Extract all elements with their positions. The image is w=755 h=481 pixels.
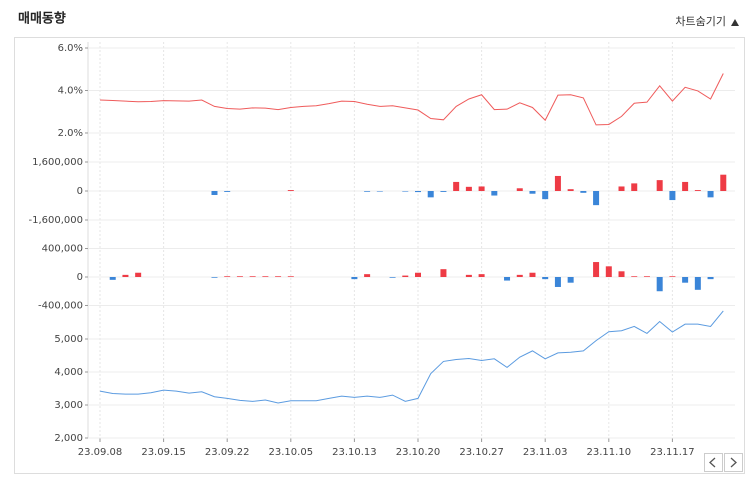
bar (287, 190, 294, 191)
bar (262, 276, 269, 277)
bar (122, 274, 129, 277)
x-tick-label: 23.09.08 (78, 447, 123, 458)
bar (656, 180, 663, 191)
bar (554, 175, 561, 191)
bar (694, 277, 701, 290)
bar (656, 277, 663, 292)
bar (643, 276, 650, 277)
bar (669, 276, 676, 277)
bar (211, 191, 218, 195)
bar (364, 274, 371, 277)
bar (415, 272, 421, 277)
toggle-label[interactable]: 차트숨기기 (675, 15, 726, 28)
bar (109, 277, 116, 280)
bar (618, 186, 625, 191)
bar (287, 276, 294, 277)
bar (567, 277, 574, 283)
bar (542, 277, 549, 280)
bar (707, 277, 714, 280)
bar (224, 276, 231, 277)
bar (631, 276, 638, 277)
y-tick-label: 1,600,000 (32, 157, 83, 168)
line (99, 73, 724, 126)
bar (504, 277, 511, 281)
prev-box[interactable] (704, 453, 723, 472)
bar (351, 277, 358, 280)
bar (516, 188, 523, 191)
bar (453, 181, 460, 191)
bar (376, 191, 383, 192)
y-tick-label: -1,600,000 (28, 215, 83, 226)
y-tick-label: 3,000 (54, 400, 83, 411)
bar (580, 191, 587, 193)
bar (593, 262, 600, 277)
x-tick-label: 23.09.15 (141, 447, 186, 458)
bar (364, 191, 371, 192)
bar (542, 191, 549, 200)
bar (682, 181, 689, 191)
bar (618, 271, 625, 277)
x-tick-label: 23.11.03 (523, 447, 568, 458)
bar (402, 275, 409, 277)
x-tick-label: 23.10.27 (459, 447, 504, 458)
y-tick-label: 4.0% (58, 85, 83, 96)
bar (440, 269, 447, 277)
x-tick-label: 23.11.10 (587, 447, 632, 458)
y-tick-label: 0 (77, 272, 83, 283)
bar (720, 174, 727, 191)
bar (631, 183, 638, 191)
x-tick-label: 23.11.17 (650, 447, 695, 458)
next-box[interactable] (724, 453, 743, 472)
bar (389, 277, 396, 278)
bar (135, 272, 142, 277)
bar (567, 189, 574, 191)
y-tick-label: -400,000 (38, 300, 83, 311)
prev-icon[interactable] (709, 457, 716, 468)
y-tick-label: 5,000 (54, 334, 83, 345)
bar (478, 274, 485, 277)
bar (669, 191, 676, 201)
chart-frame (14, 37, 745, 474)
bar (224, 191, 231, 192)
bar (516, 274, 523, 277)
y-tick-label: 6.0% (58, 43, 83, 54)
bar (249, 276, 256, 277)
toggle-arrow[interactable] (731, 19, 739, 26)
bar (593, 191, 600, 206)
bar (211, 277, 218, 278)
prev-button[interactable] (704, 453, 723, 472)
y-tick-label: 2.0% (58, 128, 83, 139)
bar (554, 277, 561, 287)
bar (236, 276, 243, 277)
bar (427, 191, 434, 198)
bar (440, 191, 447, 192)
bar (275, 276, 282, 277)
y-tick-label: 4,000 (54, 367, 83, 378)
x-tick-label: 23.10.20 (396, 447, 441, 458)
bar (465, 274, 472, 277)
bar (478, 186, 485, 191)
bar (529, 191, 536, 194)
y-tick-label: 0 (77, 186, 83, 197)
bar (415, 191, 421, 193)
toggle-button[interactable]: 차트숨기기 (675, 15, 739, 28)
bar (707, 191, 714, 198)
y-tick-label: 400,000 (42, 244, 83, 255)
bar (682, 277, 689, 283)
next-icon[interactable] (730, 457, 737, 468)
bar (529, 272, 536, 277)
bar (465, 186, 472, 191)
widget-title: 매매동향 (18, 11, 66, 27)
line (99, 310, 724, 404)
bar (491, 191, 498, 196)
bar (605, 266, 612, 277)
next-button[interactable] (724, 453, 743, 472)
x-tick-label: 23.10.13 (332, 447, 377, 458)
x-tick-label: 23.09.22 (205, 447, 250, 458)
bar (402, 191, 409, 192)
x-tick-label: 23.10.05 (269, 447, 314, 458)
bar (694, 190, 701, 191)
y-tick-label: 2,000 (54, 433, 83, 444)
